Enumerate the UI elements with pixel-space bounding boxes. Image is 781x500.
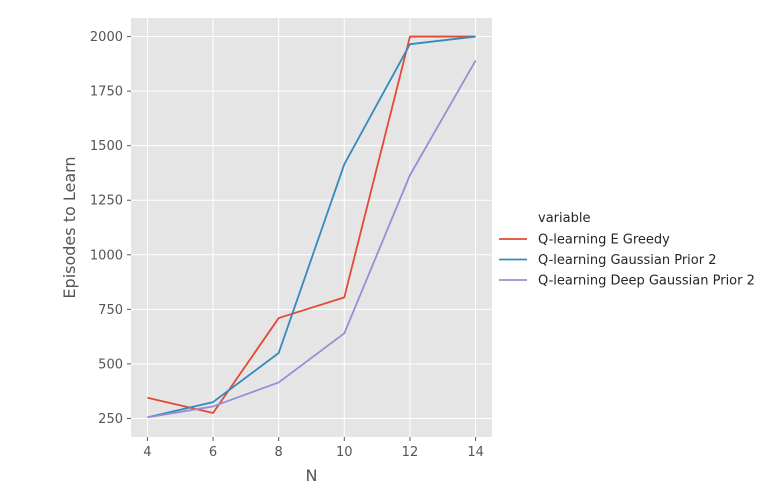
legend-label-1: Q-learning E Greedy — [538, 233, 670, 248]
legend: variable Q-learning E Greedy Q-learning G… — [499, 211, 755, 289]
y-tick-label: 1500 — [90, 139, 123, 154]
legend-label-2: Q-learning Gaussian Prior 2 — [538, 253, 717, 268]
y-tick-label: 1750 — [90, 85, 123, 100]
x-tick-label: 4 — [143, 445, 151, 460]
x-axis-ticks: 4 6 8 10 12 14 — [143, 437, 484, 460]
x-tick-label: 10 — [336, 445, 353, 460]
x-axis-label: N — [306, 466, 318, 485]
series-line-1 — [147, 35, 476, 414]
series-line-3 — [147, 60, 477, 419]
y-tick-label: 750 — [98, 303, 123, 318]
x-tick-label: 6 — [209, 445, 217, 460]
x-tick-label: 14 — [467, 445, 484, 460]
y-axis-label: Episodes to Learn — [60, 156, 79, 298]
y-tick-label: 1250 — [90, 194, 123, 209]
series-lines — [147, 35, 477, 419]
y-tick-label: 1000 — [90, 248, 123, 263]
series-line-2 — [147, 35, 476, 419]
y-axis-ticks: 250 500 750 1000 1250 1500 1750 2000 — [90, 30, 131, 427]
y-tick-label: 250 — [98, 412, 123, 427]
y-tick-label: 500 — [98, 357, 123, 372]
x-tick-label: 8 — [275, 445, 283, 460]
x-tick-label: 12 — [402, 445, 419, 460]
plot-background — [131, 18, 492, 437]
y-tick-label: 2000 — [90, 30, 123, 45]
legend-label-3: Q-learning Deep Gaussian Prior 2 — [538, 274, 755, 289]
legend-title: variable — [538, 211, 590, 226]
